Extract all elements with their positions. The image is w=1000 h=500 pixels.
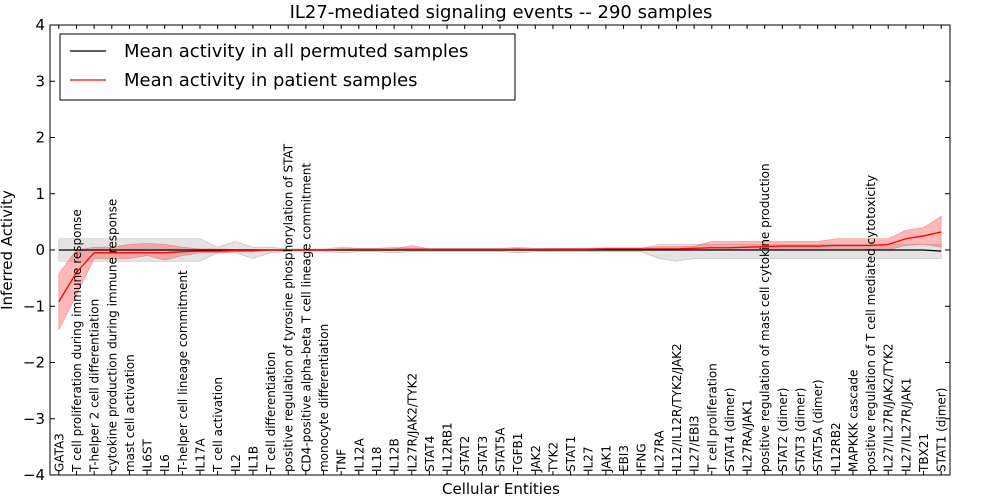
x-tick-label: positive regulation of tyrosine phosphor… [282, 143, 296, 472]
x-tick-label: TNF [335, 449, 349, 473]
x-tick-label: STAT2 [458, 436, 472, 472]
x-tick-label: JAK1 [599, 445, 613, 473]
x-tick-label: T-helper cell lineage commitment [176, 270, 190, 473]
legend-box [59, 33, 516, 101]
plot-frame [49, 24, 951, 476]
x-tick-label: EBI3 [617, 445, 631, 472]
x-tick-label: T cell differentiation [264, 352, 278, 473]
x-tick-label: IL27/EBI3 [688, 415, 702, 472]
x-tick-label: STAT4 [423, 436, 437, 472]
y-tick-label: −2 [23, 354, 45, 372]
x-tick-label: T cell proliferation [705, 363, 719, 473]
x-tick-label: IL6ST [141, 439, 155, 472]
x-tick-label: STAT5A (dimer) [811, 379, 825, 472]
x-tick-label: IL27R/JAK2/TYK2 [405, 373, 419, 472]
series-lines [58, 231, 942, 303]
x-tick-label: T cell activation [211, 377, 225, 473]
x-tick-label: IL12B [388, 438, 402, 472]
x-tick-label: IL18 [370, 447, 384, 473]
x-tick-label: IL12RB2 [829, 422, 843, 472]
y-tick-label: −3 [23, 410, 45, 428]
y-tick-label: 0 [35, 241, 45, 259]
x-tick-label: IL1B [246, 446, 260, 472]
chart-title: IL27-mediated signaling events -- 290 sa… [290, 2, 713, 23]
y-tick-label: 2 [35, 129, 45, 147]
x-tick-label: TGFB1 [511, 433, 525, 473]
x-tick-label: IL12A [352, 438, 366, 472]
y-tick-label: −4 [23, 466, 45, 484]
x-tick-label: IL2 [229, 454, 243, 472]
line-patient-mean [58, 231, 942, 303]
y-tick-label: −1 [23, 297, 45, 315]
x-tick-label: T cell proliferation during immune respo… [70, 209, 84, 473]
x-tick-label: positive regulation of T cell mediated c… [864, 175, 878, 472]
x-tick-label: IFNG [635, 443, 649, 472]
legend-label: Mean activity in all permuted samples [124, 41, 468, 62]
x-tick-label: STAT5A [494, 427, 508, 472]
x-tick-label: MAPKKK cascade [846, 370, 860, 472]
x-tick-label: monocyte differentiation [317, 324, 331, 472]
legend: Mean activity in all permuted samples Mea… [59, 33, 516, 101]
x-tick-label: GATA3 [52, 433, 66, 472]
x-tick-label: IL17A [194, 438, 208, 472]
y-axis: 4 3 2 1 0 −1 −2 −3 −4 [23, 16, 950, 484]
x-tick-label: JAK2 [529, 445, 543, 473]
x-tick-label: IL12/IL12R/TYK2/JAK2 [670, 343, 684, 472]
x-tick-label: T-helper 2 cell differentiation [88, 299, 102, 473]
x-tick-label: STAT3 (dimer) [794, 388, 808, 472]
x-tick-label: IL27 [582, 447, 596, 473]
x-tick-label: TBX21 [917, 433, 931, 473]
x-axis-label: Cellular Entities [442, 480, 560, 498]
x-tick-label: IL27/IL27R/JAK1 [899, 378, 913, 472]
y-axis-label: Inferred Activity [0, 190, 16, 310]
y-tick-label: 1 [35, 185, 45, 203]
x-tick-label: CD4-positive alpha-beta T cell lineage c… [299, 163, 313, 472]
x-tick-label: cytokine production during immune respon… [105, 199, 119, 472]
x-axis: GATA3 T cell proliferation during immune … [52, 25, 949, 475]
x-tick-label: STAT2 (dimer) [776, 388, 790, 472]
x-tick-label: IL27/IL27R/JAK2/TYK2 [882, 343, 896, 472]
x-tick-label: mast cell activation [123, 354, 137, 472]
x-tick-label: IL27RA/JAK1 [741, 399, 755, 472]
x-tick-label: STAT1 [564, 436, 578, 472]
x-tick-label: IL6 [158, 454, 172, 472]
x-tick-label: STAT4 (dimer) [723, 388, 737, 472]
legend-label: Mean activity in patient samples [124, 70, 418, 91]
x-tick-label: positive regulation of mast cell cytokin… [758, 163, 772, 472]
x-tick-label: IL12RB1 [441, 422, 455, 472]
x-tick-label: STAT3 [476, 436, 490, 472]
x-tick-label: STAT1 (dimer) [935, 388, 949, 472]
x-tick-label: TYK2 [546, 442, 560, 473]
y-tick-label: 3 [35, 72, 45, 90]
x-tick-label: IL27RA [652, 430, 666, 472]
y-tick-label: 4 [35, 16, 45, 34]
